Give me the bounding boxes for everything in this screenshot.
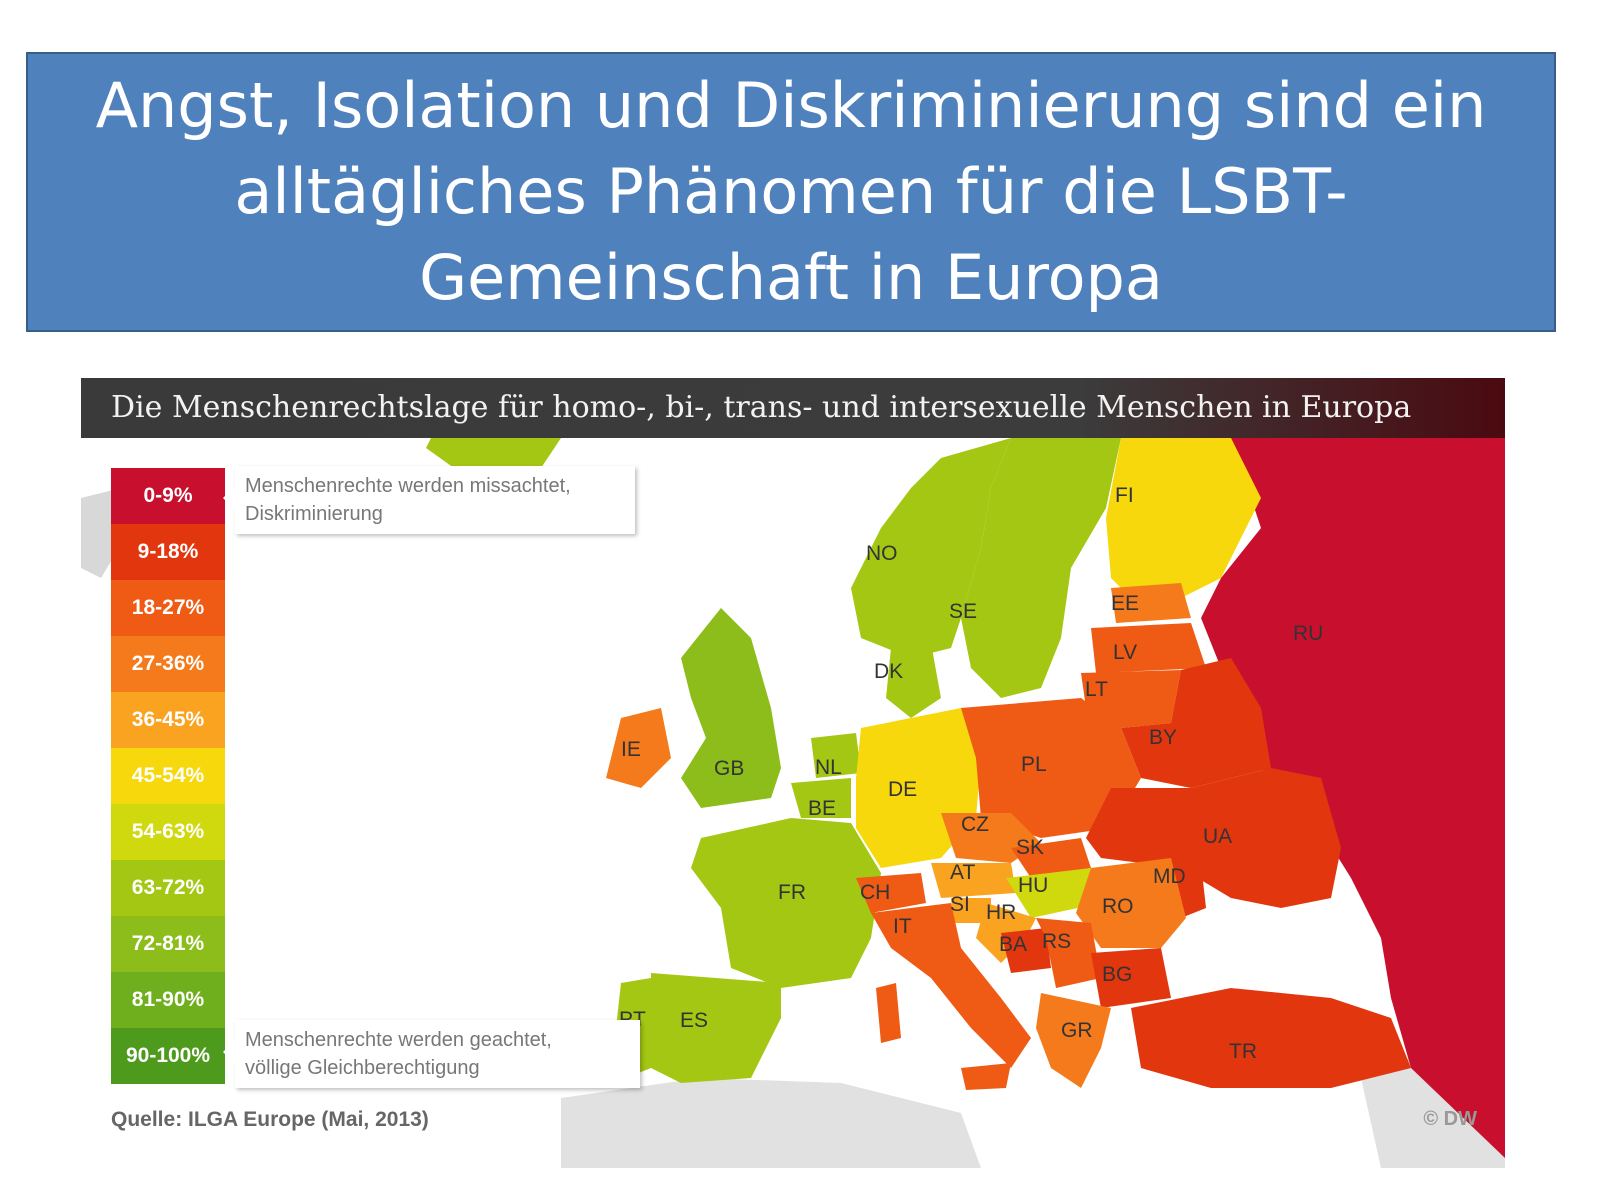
country-ro xyxy=(1076,858,1186,948)
land-africa xyxy=(561,1078,981,1168)
black-sea xyxy=(1191,918,1361,993)
country-sicily xyxy=(961,1063,1011,1090)
country-labels: NO SE FI RU EE LV LT BY DK IE GB NL BE D… xyxy=(619,484,1323,1063)
legend-item: 90-100% xyxy=(111,1028,225,1084)
slide-title: Angst, Isolation und Diskriminierung sin… xyxy=(95,69,1487,314)
label-dk: DK xyxy=(874,660,903,683)
legend-item: 0-9% xyxy=(111,468,225,524)
country-hu xyxy=(1006,868,1101,918)
label-ba: BA xyxy=(999,933,1027,956)
country-ru xyxy=(1201,438,1505,1158)
country-ie xyxy=(606,708,671,788)
label-nl: NL xyxy=(815,756,842,779)
country-dk xyxy=(886,643,941,718)
map-header-text: Die Menschenrechtslage für homo-, bi-, t… xyxy=(111,390,1412,425)
country-fr xyxy=(691,818,881,988)
label-hr: HR xyxy=(986,901,1016,924)
slide-title-box: Angst, Isolation und Diskriminierung sin… xyxy=(26,52,1556,332)
callout-arrow xyxy=(223,486,235,510)
label-ch: CH xyxy=(860,881,890,904)
country-nl xyxy=(811,733,861,778)
label-be: BE xyxy=(808,797,836,820)
label-pl: PL xyxy=(1021,753,1047,776)
country-gr xyxy=(1036,993,1111,1088)
country-by xyxy=(1121,658,1271,788)
legend: 0-9% 9-18% 18-27% 27-36% 36-45% 45-54% 5… xyxy=(111,468,225,1084)
europe-map: NO SE FI RU EE LV LT BY DK IE GB NL BE D… xyxy=(81,408,1505,1168)
source-note: Quelle: ILGA Europe (Mai, 2013) xyxy=(111,1108,429,1131)
country-rs xyxy=(1036,918,1101,988)
country-se xyxy=(961,438,1121,698)
country-bg xyxy=(1091,948,1171,1008)
country-sk xyxy=(1011,838,1091,878)
label-ro: RO xyxy=(1102,895,1134,918)
country-pl xyxy=(961,698,1141,838)
label-tr: TR xyxy=(1229,1040,1257,1063)
label-si: SI xyxy=(950,893,970,916)
label-cz: CZ xyxy=(961,813,989,836)
label-gr: GR xyxy=(1061,1019,1093,1042)
callout-bottom-line2: völlige Gleichberechtigung xyxy=(245,1057,480,1079)
label-gb: GB xyxy=(714,757,744,780)
label-hu: HU xyxy=(1018,874,1048,897)
label-fi: FI xyxy=(1115,484,1134,507)
legend-item: 45-54% xyxy=(111,748,225,804)
country-no xyxy=(851,438,1011,658)
country-at xyxy=(931,863,1016,898)
country-ee xyxy=(1111,583,1191,623)
credit-note: © DW xyxy=(1423,1108,1477,1130)
label-at: AT xyxy=(950,861,975,884)
callout-top-line1: Menschenrechte werden missachtet, xyxy=(245,475,571,497)
label-sk: SK xyxy=(1016,836,1044,859)
legend-item: 81-90% xyxy=(111,972,225,1028)
map-figure: NO SE FI RU EE LV LT BY DK IE GB NL BE D… xyxy=(81,378,1505,1168)
map-header: Die Menschenrechtslage für homo-, bi-, t… xyxy=(81,378,1505,438)
country-ba xyxy=(1001,928,1051,973)
country-es xyxy=(651,973,781,1083)
label-de: DE xyxy=(888,778,917,801)
callout-missachtet: Menschenrechte werden missachtet, Diskri… xyxy=(223,466,635,534)
country-fi xyxy=(1106,438,1261,608)
country-be xyxy=(791,778,851,818)
label-ua: UA xyxy=(1203,825,1232,848)
country-lv xyxy=(1091,623,1206,673)
label-lv: LV xyxy=(1113,641,1137,664)
callout-geachtet: Menschenrechte werden geachtet, völlige … xyxy=(223,1020,640,1088)
label-no: NO xyxy=(866,542,898,565)
label-lt: LT xyxy=(1085,678,1108,701)
legend-item: 54-63% xyxy=(111,804,225,860)
callout-top-line2: Diskriminierung xyxy=(245,503,383,525)
legend-item: 36-45% xyxy=(111,692,225,748)
callout-bottom-line1: Menschenrechte werden geachtet, xyxy=(245,1029,552,1051)
country-si xyxy=(951,898,991,923)
country-lt xyxy=(1081,670,1181,728)
label-by: BY xyxy=(1149,726,1177,749)
legend-item: 9-18% xyxy=(111,524,225,580)
label-rs: RS xyxy=(1042,930,1071,953)
label-fr: FR xyxy=(778,881,806,904)
legend-item: 72-81% xyxy=(111,916,225,972)
label-it: IT xyxy=(893,915,912,938)
country-sardinia xyxy=(876,983,901,1043)
label-se: SE xyxy=(949,600,977,623)
callout-arrow xyxy=(223,1040,235,1064)
label-md: MD xyxy=(1153,865,1186,888)
legend-item: 63-72% xyxy=(111,860,225,916)
label-es: ES xyxy=(680,1009,708,1032)
country-gb xyxy=(681,608,781,808)
legend-item: 27-36% xyxy=(111,636,225,692)
label-ee: EE xyxy=(1111,592,1139,615)
legend-item: 18-27% xyxy=(111,580,225,636)
country-it xyxy=(871,903,1031,1068)
country-ua xyxy=(1086,768,1341,908)
country-tr xyxy=(1131,988,1411,1088)
label-ie: IE xyxy=(621,738,641,761)
country-ch xyxy=(856,873,926,913)
label-ru: RU xyxy=(1293,622,1323,645)
label-bg: BG xyxy=(1102,963,1132,986)
